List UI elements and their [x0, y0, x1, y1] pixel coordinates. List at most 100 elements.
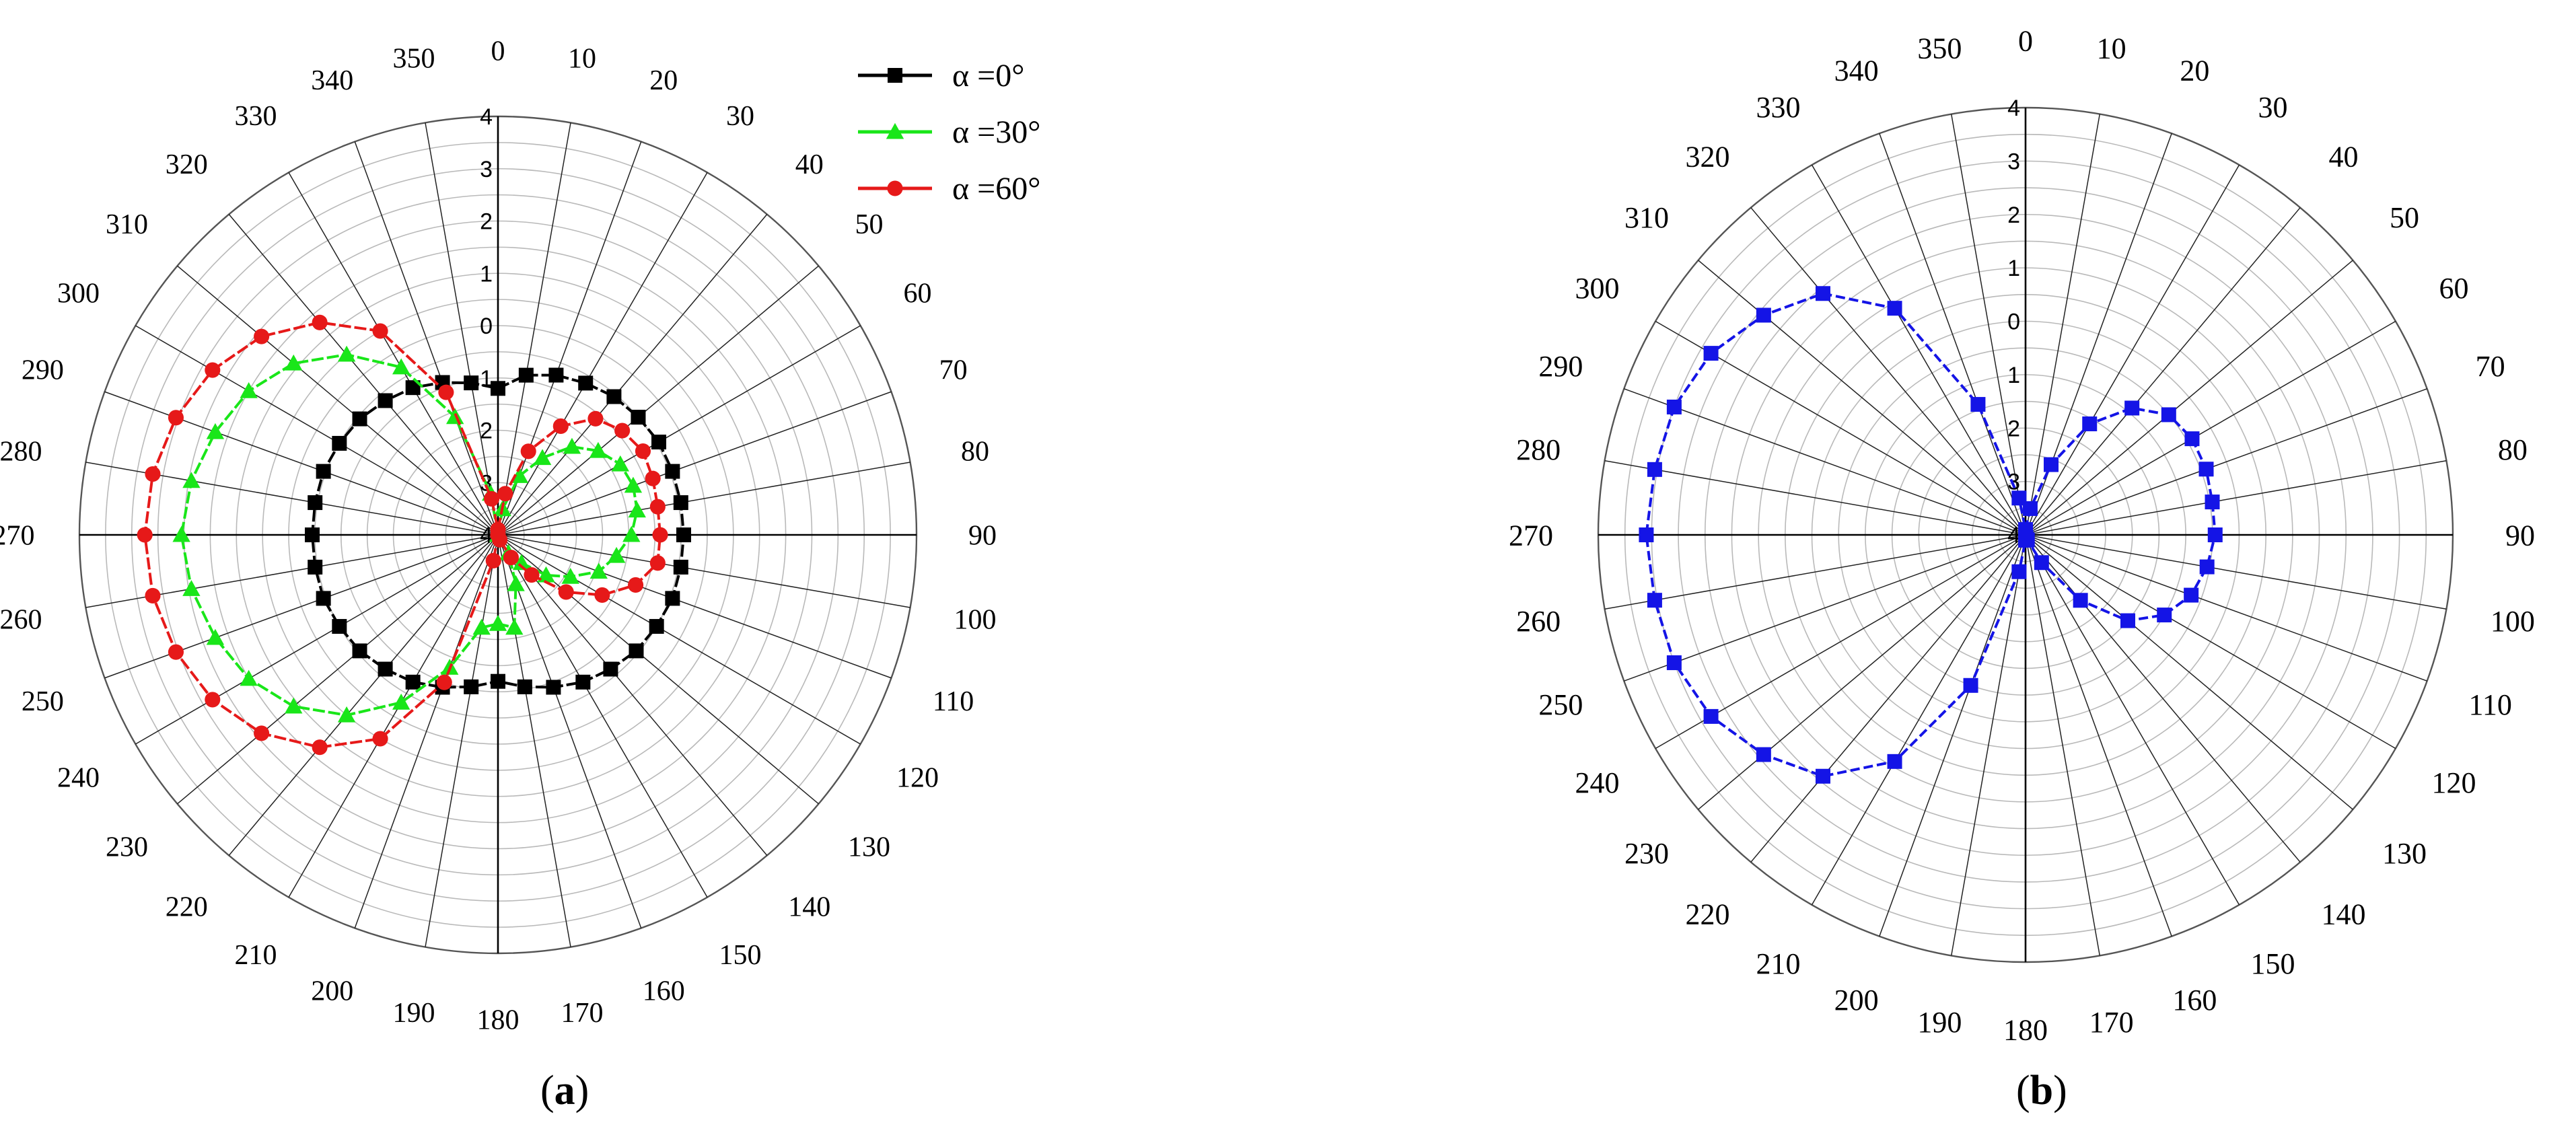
data-point-circle [485, 552, 501, 569]
data-point-square [673, 495, 688, 511]
data-point-square [1887, 301, 1902, 316]
data-point-square [378, 393, 393, 408]
data-point-square [316, 591, 331, 606]
data-point-circle [497, 486, 513, 502]
data-point-square [2199, 559, 2215, 575]
angle-tick-label: 60 [904, 279, 932, 309]
angle-tick-label: 110 [2468, 688, 2511, 721]
data-point-triangle [489, 614, 507, 631]
angle-tick-label: 250 [1538, 688, 1583, 721]
data-point-circle [614, 423, 631, 439]
spoke-line [2025, 260, 2353, 536]
data-point-square [2073, 593, 2088, 608]
caption-b: (b) [2016, 1068, 2067, 1113]
data-point-square [1815, 286, 1830, 301]
legend-label: α =30° [952, 114, 1040, 150]
spoke-line [1750, 534, 2026, 863]
data-point-triangle [886, 122, 904, 139]
data-point-square [464, 679, 479, 694]
data-point-circle [483, 490, 500, 507]
data-point-square [575, 674, 591, 690]
spoke-line [497, 534, 910, 608]
angle-tick-label: 50 [855, 209, 884, 240]
spoke-line [497, 534, 571, 947]
spoke-line [1950, 534, 2026, 956]
spoke-line [497, 325, 861, 536]
radial-tick-label: 4 [480, 104, 493, 130]
spoke-line [1879, 133, 2026, 536]
spoke-line [2025, 534, 2240, 906]
data-point-circle [652, 527, 668, 543]
angle-tick-label: 80 [961, 437, 989, 468]
spoke-line [425, 534, 499, 947]
data-point-square [378, 661, 393, 677]
spoke-line [497, 534, 861, 745]
legend-item: α =0° [858, 58, 1024, 94]
data-point-circle [137, 527, 153, 543]
data-point-circle [205, 692, 221, 708]
data-point-triangle [533, 449, 552, 466]
angle-tick-label: 50 [2390, 201, 2419, 234]
angle-tick-label: 70 [2476, 350, 2505, 383]
angle-tick-label: 310 [1624, 201, 1669, 234]
spoke-line [2025, 207, 2301, 536]
angle-tick-label: 10 [568, 44, 596, 75]
data-point-triangle [512, 554, 531, 571]
spoke-line [1604, 460, 2026, 536]
data-point-square [464, 375, 479, 391]
spoke-line [497, 122, 571, 536]
angle-tick-label: 190 [1917, 1006, 1962, 1039]
data-point-square [2205, 495, 2220, 510]
radial-tick-label: 3 [2007, 470, 2020, 495]
data-point-circle [490, 527, 506, 543]
angle-tick-label: 0 [2018, 24, 2033, 57]
data-point-square [332, 435, 347, 451]
angle-tick-label: 120 [896, 763, 939, 794]
caption-b-letter: b [2030, 1068, 2054, 1113]
data-point-square [1703, 708, 1719, 724]
data-point-square [2207, 527, 2223, 542]
data-point-square [629, 643, 644, 659]
radial-tick-label: 2 [2007, 203, 2020, 228]
caption-a-letter: a [554, 1068, 575, 1113]
data-point-circle [205, 362, 221, 378]
data-point-square [665, 591, 680, 606]
data-point-triangle [561, 568, 579, 584]
data-point-triangle [182, 580, 201, 596]
data-point-triangle [337, 706, 356, 723]
angle-tick-label: 280 [0, 437, 42, 468]
spoke-line [2025, 460, 2447, 536]
radial-tick-label: 3 [2007, 149, 2020, 174]
data-point-circle [312, 739, 328, 756]
data-point-triangle [182, 472, 201, 488]
legend-label: α =60° [952, 171, 1040, 207]
series-a-0 [304, 367, 692, 695]
angle-tick-label: 30 [726, 101, 754, 132]
spoke-line [2025, 320, 2396, 536]
data-point-square [518, 367, 534, 383]
spoke-line [1750, 207, 2026, 536]
data-point-square [2022, 501, 2038, 516]
spoke-line [228, 534, 499, 856]
spoke-line [2025, 534, 2353, 810]
data-point-triangle [505, 618, 524, 635]
series-b-0 [1639, 286, 2223, 784]
data-point-circle [145, 587, 161, 604]
angle-tick-label: 270 [0, 521, 35, 552]
angle-tick-label: 150 [2251, 947, 2295, 980]
angle-tick-label: 140 [2321, 898, 2365, 930]
angle-tick-label: 190 [392, 998, 435, 1029]
data-point-square [308, 559, 323, 575]
spoke-line [104, 391, 499, 536]
data-point-circle [594, 587, 610, 603]
spoke-line [2025, 534, 2447, 610]
data-point-triangle [611, 455, 630, 472]
data-point-square [405, 674, 421, 690]
data-point-circle [587, 410, 604, 427]
angle-tick-label: 240 [57, 763, 100, 794]
data-point-square [2198, 462, 2214, 477]
angle-tick-label: 350 [392, 44, 435, 75]
data-point-triangle [510, 467, 529, 483]
